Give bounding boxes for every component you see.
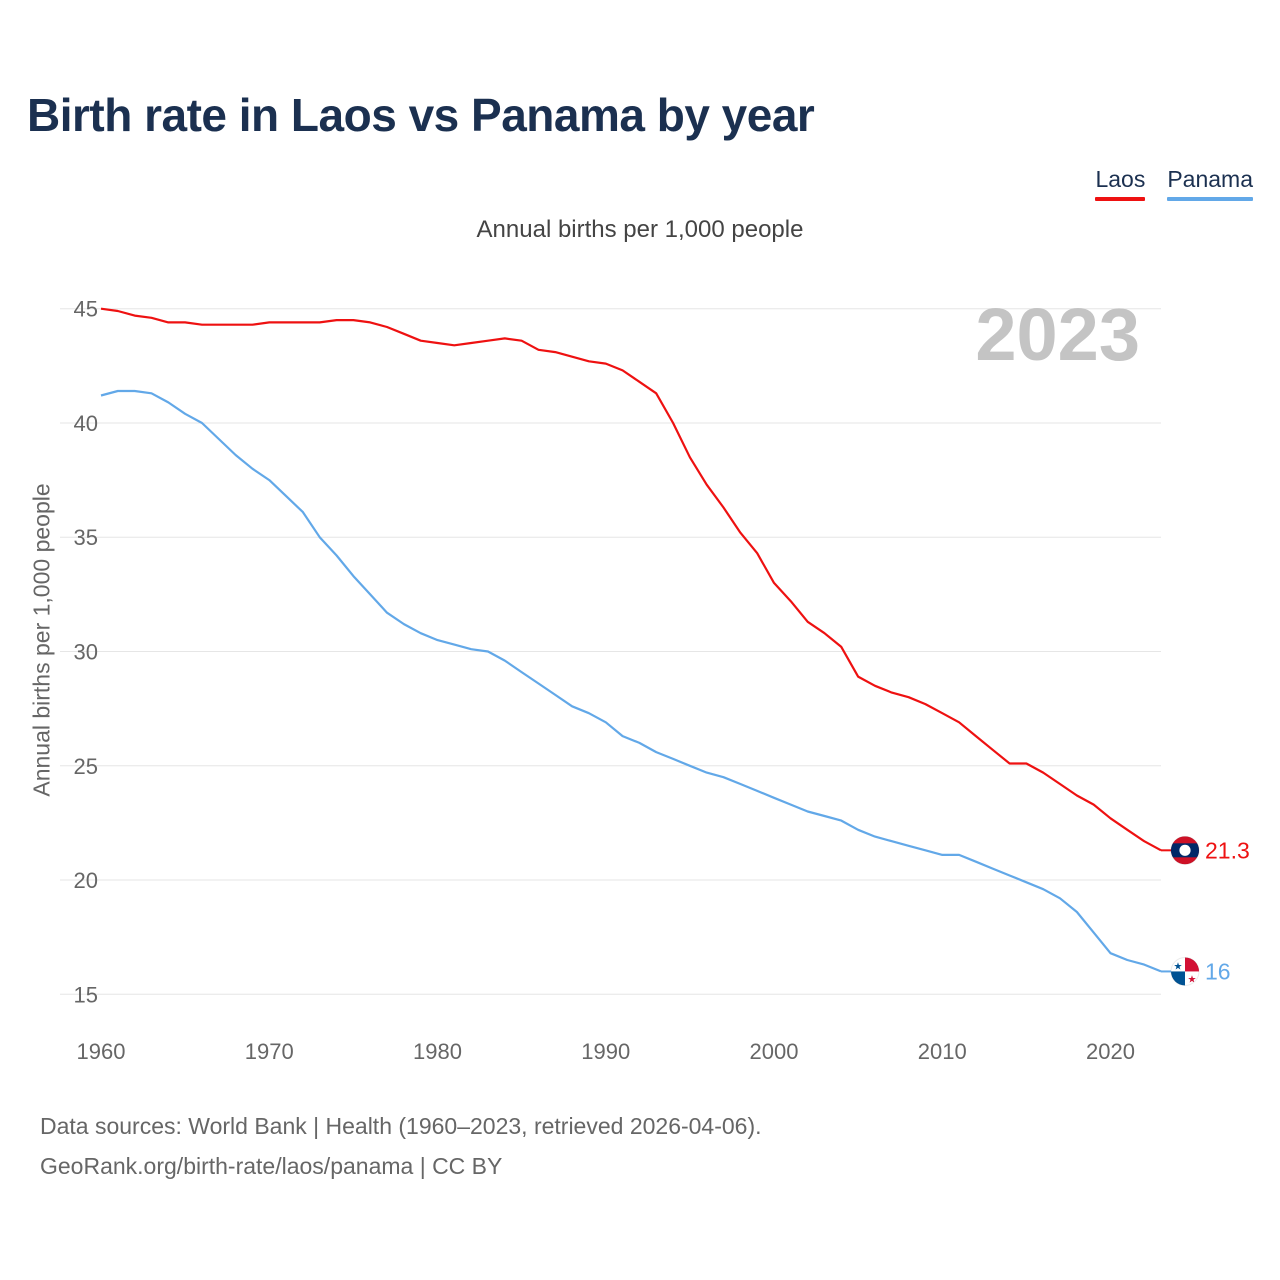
chart-title: Birth rate in Laos vs Panama by year: [27, 89, 815, 141]
line-chart: 15 20 25 30 35 40 45 1960 1970 1980 1990 2000 2010 20…: [60, 293, 1250, 1064]
flag-border-laos: [1170, 835, 1200, 865]
legend-item-panama[interactable]: Panama: [1167, 166, 1253, 201]
chart-subtitle: Annual births per 1,000 people: [476, 216, 804, 243]
legend-swatch-panama: [1167, 197, 1253, 201]
source-note: Data sources: World Bank | Health (1960–…: [40, 1106, 762, 1186]
x-tick-label-2000: 2000: [750, 1039, 799, 1064]
y-tick-label-20: 20: [74, 868, 98, 893]
y-tick-label-40: 40: [74, 411, 98, 436]
legend-label-laos: Laos: [1095, 166, 1146, 192]
y-tick-label-25: 25: [74, 754, 98, 779]
x-tick-label-1960: 1960: [77, 1039, 126, 1064]
flag-laos-disc: [1179, 844, 1191, 856]
end-value-label-laos: 21.3: [1205, 837, 1250, 863]
flag-border-panama: [1170, 956, 1200, 986]
x-tick-label-1990: 1990: [581, 1039, 630, 1064]
flag-panama-star-blue: ★: [1174, 961, 1183, 972]
series-line-panama: [100, 389, 1162, 973]
y-tick-label-15: 15: [74, 982, 98, 1007]
legend-label-panama: Panama: [1167, 166, 1253, 192]
series-line-laos: [100, 307, 1162, 852]
x-tick-label-2010: 2010: [918, 1039, 967, 1064]
panama-flag-icon: ★★: [1171, 957, 1199, 986]
x-tick-label-1970: 1970: [245, 1039, 294, 1064]
x-tick-label-2020: 2020: [1086, 1039, 1135, 1064]
laos-flag-icon: [1171, 836, 1199, 865]
legend-swatch-laos: [1095, 197, 1146, 201]
flag-panama-star-red: ★: [1188, 974, 1197, 985]
end-value-label-panama: 16: [1205, 958, 1231, 984]
source-line-1: Data sources: World Bank | Health (1960–…: [40, 1113, 762, 1139]
y-tick-label-30: 30: [74, 640, 98, 665]
y-tick-label-35: 35: [74, 525, 98, 550]
legend-item-laos[interactable]: Laos: [1095, 166, 1146, 201]
x-tick-label-1980: 1980: [413, 1039, 462, 1064]
y-tick-label-45: 45: [74, 297, 98, 322]
legend: Laos Panama: [1095, 166, 1253, 201]
current-year-label: 2023: [975, 293, 1140, 376]
source-line-2: GeoRank.org/birth-rate/laos/panama | CC …: [40, 1153, 503, 1179]
